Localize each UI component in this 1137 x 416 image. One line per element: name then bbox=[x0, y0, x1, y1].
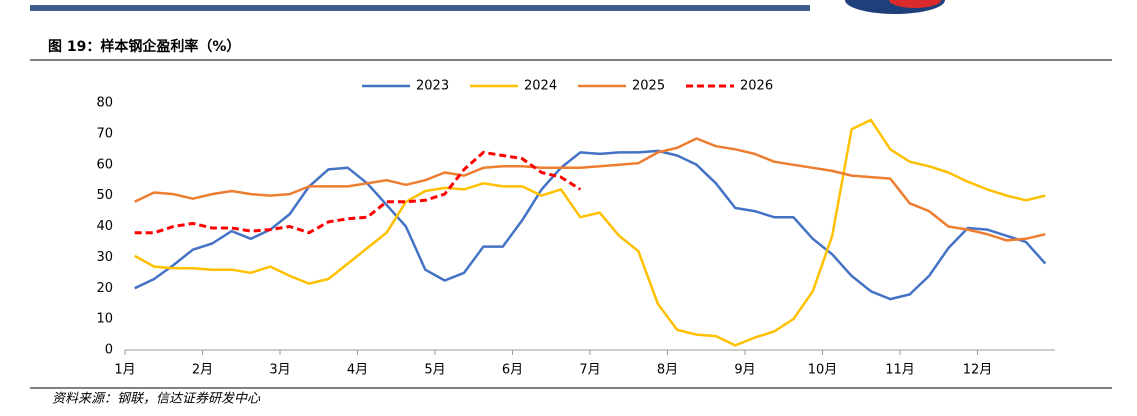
x-tick-label: 9月 bbox=[734, 363, 755, 378]
x-tick-label: 4月 bbox=[347, 363, 368, 378]
y-tick-label: 70 bbox=[96, 126, 113, 141]
x-tick-label: 7月 bbox=[579, 363, 600, 378]
x-tick-label: 12月 bbox=[963, 363, 993, 378]
y-tick-label: 50 bbox=[96, 188, 113, 203]
y-tick-label: 40 bbox=[96, 219, 113, 234]
x-tick-label: 5月 bbox=[424, 363, 445, 378]
series-line bbox=[134, 118, 1046, 347]
x-tick-label: 1月 bbox=[114, 363, 135, 378]
y-tick-label: 10 bbox=[96, 312, 113, 327]
y-tick-label: 60 bbox=[96, 157, 113, 172]
legend-label: 2025 bbox=[632, 79, 665, 94]
y-tick-label: 30 bbox=[96, 250, 113, 265]
source: 资料来源：钢联，信达证券研发中心 bbox=[52, 392, 261, 407]
figure-title: 图 19：样本钢企盈利率（%） bbox=[48, 38, 240, 55]
series-line bbox=[134, 150, 582, 235]
series-line bbox=[134, 149, 1047, 301]
y-tick-label: 20 bbox=[96, 281, 113, 296]
x-tick-label: 8月 bbox=[657, 363, 678, 378]
top-bar bbox=[30, 5, 810, 11]
x-tick-label: 3月 bbox=[269, 363, 290, 378]
x-tick-label: 6月 bbox=[502, 363, 523, 378]
x-tick-label: 11月 bbox=[885, 363, 915, 378]
y-tick-label: 0 bbox=[105, 343, 113, 358]
x-tick-label: 10月 bbox=[808, 363, 838, 378]
legend-label: 2023 bbox=[416, 79, 449, 94]
series-line bbox=[134, 137, 1046, 242]
x-tick-label: 2月 bbox=[192, 363, 213, 378]
logo-red bbox=[889, 0, 941, 8]
legend-label: 2024 bbox=[524, 79, 557, 94]
y-tick-label: 80 bbox=[96, 96, 113, 111]
legend-label: 2026 bbox=[740, 79, 773, 94]
